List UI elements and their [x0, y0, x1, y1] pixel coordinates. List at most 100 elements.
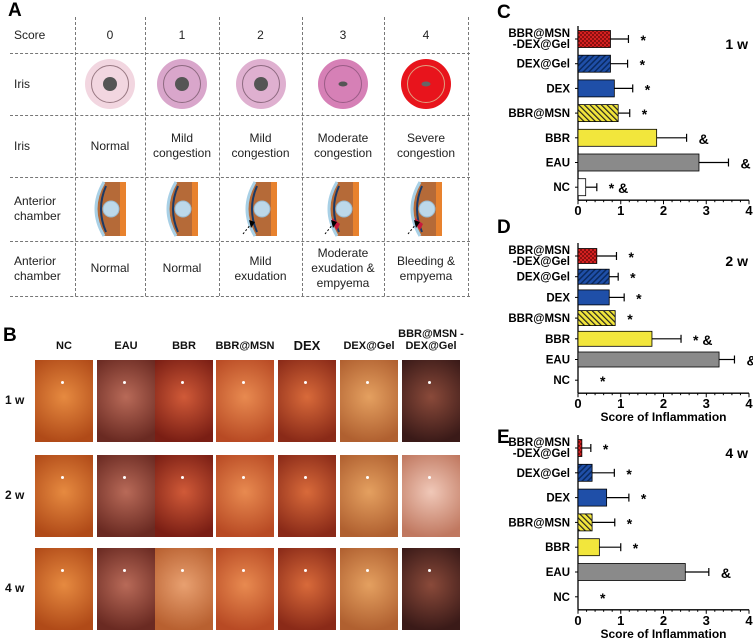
eye-photo [155, 360, 213, 442]
light-reflex [61, 568, 65, 572]
score-description: Normal [90, 138, 130, 153]
significance-marker: * [640, 57, 646, 73]
row-label-timepoint: 2 w [5, 488, 25, 502]
light-reflex [181, 475, 185, 479]
iris-ring [163, 65, 201, 103]
x-tick-label: 4 [745, 203, 753, 215]
significance-marker: & [746, 353, 753, 369]
bar [577, 513, 593, 532]
light-reflex [242, 568, 246, 572]
score-description: Mild congestion [152, 131, 212, 160]
iris-icon [401, 59, 451, 109]
bar [577, 178, 587, 197]
significance-marker: * [627, 515, 633, 531]
table-divider-horizontal [10, 241, 470, 242]
category-label: NC [553, 182, 570, 194]
significance-marker: * [626, 466, 632, 482]
row-label-timepoint: 4 w [5, 581, 25, 595]
iris-illustration [384, 53, 468, 115]
eye-photo [402, 455, 460, 537]
x-tick-label: 4 [745, 396, 753, 411]
category-label-line: BBR@MSN [508, 28, 570, 40]
category-label: BBR@MSN [508, 313, 570, 325]
row-label: Anterior chamber [14, 253, 61, 283]
bar [577, 330, 653, 347]
light-reflex [181, 568, 185, 572]
x-tick-label: 3 [703, 203, 710, 215]
significance-marker: & [740, 156, 750, 172]
anterior-chamber-illustration [145, 177, 219, 241]
significance-marker: * [636, 290, 642, 306]
bar [577, 54, 611, 73]
eye-cross-section-icon [94, 181, 126, 237]
header-score-value: 1 [178, 27, 186, 42]
eye-photo [402, 360, 460, 442]
row-label: Iris [14, 76, 30, 91]
category-label-line: BBR@MSN [508, 437, 570, 449]
x-tick-label: 1 [617, 396, 624, 411]
x-tick-label: 3 [703, 613, 710, 628]
iris-illustration [302, 53, 384, 115]
table-divider-vertical [384, 17, 385, 296]
eye-photo [278, 360, 336, 442]
bar [577, 488, 608, 507]
eye-photo [97, 360, 155, 442]
x-tick-label: 0 [574, 203, 581, 215]
x-tick-label: 2 [660, 203, 667, 215]
category-label: DEX [546, 292, 570, 304]
light-reflex [181, 380, 185, 384]
significance-marker: & [699, 131, 709, 147]
bar [577, 30, 611, 48]
eye-cross-section-icon [242, 181, 277, 237]
table-divider-vertical [219, 17, 220, 296]
category-label: BBR [545, 133, 571, 145]
category-label-line: -DEX@Gel [513, 39, 570, 51]
category-label: BBR@MSN -DEX@Gel [508, 245, 570, 268]
category-label: NC [553, 375, 570, 387]
column-header: EAU [114, 340, 138, 352]
x-tick-label: 4 [745, 613, 753, 628]
eye-photo [340, 360, 398, 442]
x-tick-label: 2 [660, 396, 667, 411]
eye-photo [97, 548, 155, 630]
bar [577, 463, 593, 482]
category-label: BBR@MSN [508, 108, 570, 120]
light-reflex [61, 475, 65, 479]
anterior-chamber-illustration [384, 177, 468, 241]
table-divider-horizontal [10, 296, 470, 297]
table-divider-vertical [302, 17, 303, 296]
eye-photo [216, 360, 274, 442]
iris-ring [407, 65, 445, 103]
bar [577, 153, 700, 172]
score-description: Mild exudation [234, 253, 287, 283]
light-reflex [123, 475, 127, 479]
category-label: NC [553, 592, 570, 604]
bar [577, 104, 619, 122]
category-label: DEX@Gel [517, 272, 570, 284]
iris-ring [324, 65, 362, 103]
iris-illustration [219, 53, 302, 115]
x-tick-label: 1 [617, 203, 624, 215]
x-axis-title: Score of Inflammation [600, 627, 726, 640]
light-reflex [242, 475, 246, 479]
x-tick-label: 0 [574, 396, 581, 411]
light-reflex [304, 380, 308, 384]
score-description: Bleeding & empyema [396, 253, 456, 283]
timepoint-label: 4 w [725, 445, 748, 461]
iris-icon [318, 59, 368, 109]
x-tick-label: 2 [660, 613, 667, 628]
category-label: DEX@Gel [517, 59, 570, 71]
significance-marker: * [641, 491, 647, 507]
iris-icon [235, 59, 286, 109]
eye-photo [35, 360, 93, 442]
light-reflex [304, 475, 308, 479]
panel-label-b: B [3, 325, 17, 346]
light-reflex [366, 380, 370, 384]
timepoint-label: 1 w [725, 36, 748, 52]
category-label: BBR [545, 334, 571, 346]
iris-ring [91, 65, 129, 103]
category-label: DEX [546, 83, 570, 95]
row-label: Anterior chamber [14, 194, 61, 223]
category-label: BBR@MSN -DEX@Gel [508, 437, 570, 460]
